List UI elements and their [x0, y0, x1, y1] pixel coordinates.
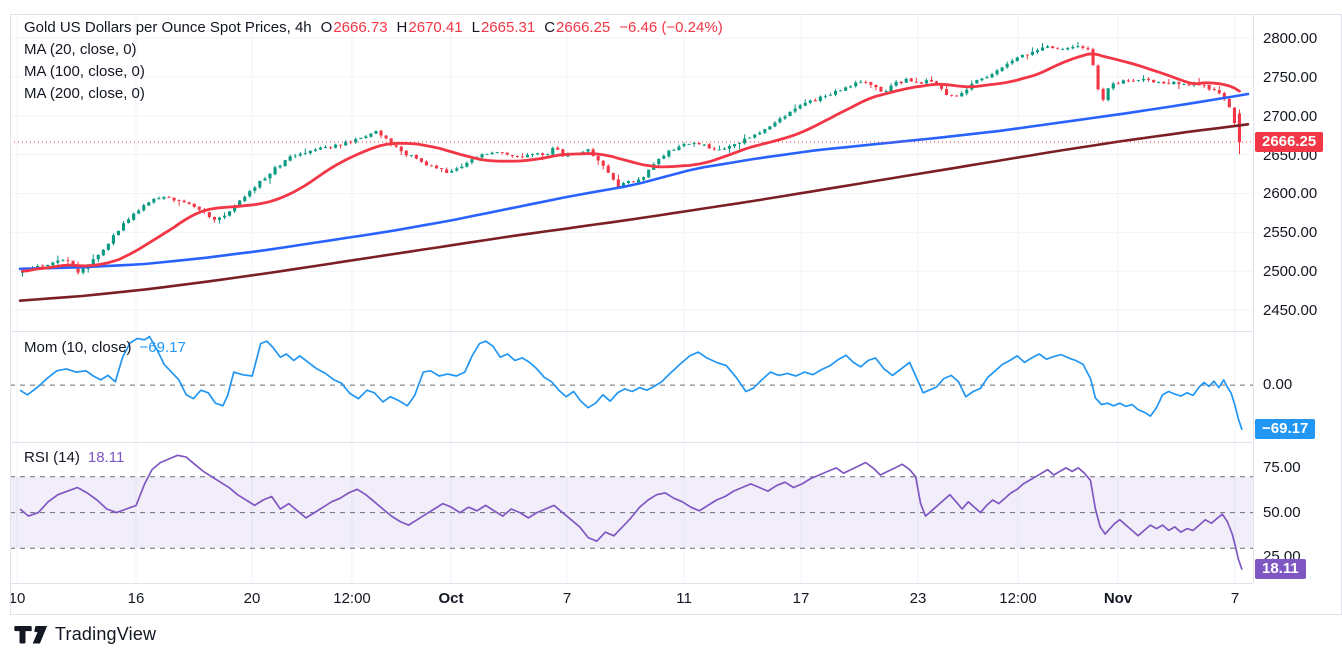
- price-tick-label: 2450.00: [1263, 302, 1318, 320]
- ohlc-high-label: H: [396, 19, 408, 36]
- ohlc-close-value: 2666.25: [556, 19, 611, 36]
- price-axis[interactable]: 2800.00 2750.00 2700.00 2650.00 2600.00 2550.…: [1253, 14, 1342, 583]
- tradingview-logo-text: TradingView: [55, 624, 157, 644]
- ohlc-open-label: O: [320, 19, 333, 36]
- gridlines: [16, 332, 1236, 442]
- legend-title-row[interactable]: Gold US Dollars per Ounce Spot Prices, 4…: [24, 17, 723, 39]
- rsi-legend-label: RSI (14): [24, 449, 80, 466]
- ohlc-close-label: C: [544, 19, 556, 36]
- legend-ma100-row[interactable]: MA (100, close, 0): [24, 63, 145, 80]
- price-pane[interactable]: [10, 14, 1253, 331]
- momentum-legend-value: −69.17: [139, 339, 186, 356]
- ma200-line: [18, 123, 1250, 303]
- legend-ma20-row[interactable]: MA (20, close, 0): [24, 41, 137, 58]
- time-tick-label: 11: [676, 590, 692, 607]
- change-value: −6.46 (−0.24%): [619, 19, 723, 36]
- rsi-legend[interactable]: RSI (14) 18.11: [24, 449, 124, 466]
- rsi-line: [19, 454, 1243, 570]
- legend-ma200-row[interactable]: MA (200, close, 0): [24, 85, 145, 102]
- price-tick-label: 2800.00: [1263, 30, 1318, 48]
- rsi-pane[interactable]: [10, 442, 1253, 583]
- time-tick-label: 10: [8, 590, 26, 607]
- momentum-legend-label: Mom (10, close): [24, 339, 132, 356]
- price-tick-label: 2700.00: [1263, 107, 1318, 125]
- time-axis[interactable]: 10 16 20 12:00 Oct 7 11 17 23 12:00 Nov 7: [8, 583, 1253, 614]
- rsi-value-badge: 18.11: [1255, 558, 1306, 579]
- momentum-value-badge: −69.17: [1255, 418, 1316, 439]
- ohlc-open-value: 2666.73: [333, 19, 388, 36]
- time-tick-label: 12:00: [999, 590, 1037, 607]
- price-tick-label: 2550.00: [1263, 224, 1318, 242]
- ohlc-high-value: 2670.41: [408, 19, 463, 36]
- rsi-tick-label: 50.00: [1263, 503, 1301, 521]
- ma100-line: [18, 92, 1250, 271]
- ma20-line: [21, 52, 1241, 273]
- time-tick-label: 20: [243, 590, 261, 607]
- time-tick-label: 7: [1230, 590, 1240, 607]
- time-tick-label: 7: [562, 590, 572, 607]
- current-price-badge: 2666.25: [1255, 132, 1324, 152]
- price-tick-label: 2750.00: [1263, 68, 1318, 86]
- tradingview-logo-icon: [14, 625, 48, 643]
- price-tick-label: 2600.00: [1263, 185, 1318, 203]
- ohlc-low-label: L: [471, 19, 480, 36]
- time-tick-label: 16: [127, 590, 145, 607]
- tradingview-logo[interactable]: TradingView: [14, 624, 156, 645]
- momentum-line: [19, 335, 1243, 431]
- symbol-title: Gold US Dollars per Ounce Spot Prices, 4…: [24, 19, 312, 36]
- rsi-legend-value: 18.11: [87, 449, 125, 466]
- legend: Gold US Dollars per Ounce Spot Prices, 4…: [24, 17, 723, 105]
- rsi-tick-label: 75.00: [1263, 458, 1301, 476]
- time-tick-label: 23: [909, 590, 927, 607]
- momentum-legend[interactable]: Mom (10, close) −69.17: [24, 339, 186, 356]
- time-tick-label: 12:00: [333, 590, 371, 607]
- ohlc-low-value: 2665.31: [480, 19, 536, 36]
- price-tick-label: 2500.00: [1263, 263, 1318, 281]
- momentum-pane[interactable]: [10, 331, 1253, 442]
- time-tick-label: Oct: [438, 590, 464, 607]
- gridlines: [10, 14, 1253, 331]
- momentum-tick-label: 0.00: [1263, 376, 1293, 394]
- time-tick-label: 17: [792, 590, 810, 607]
- time-tick-label: Nov: [1103, 590, 1133, 607]
